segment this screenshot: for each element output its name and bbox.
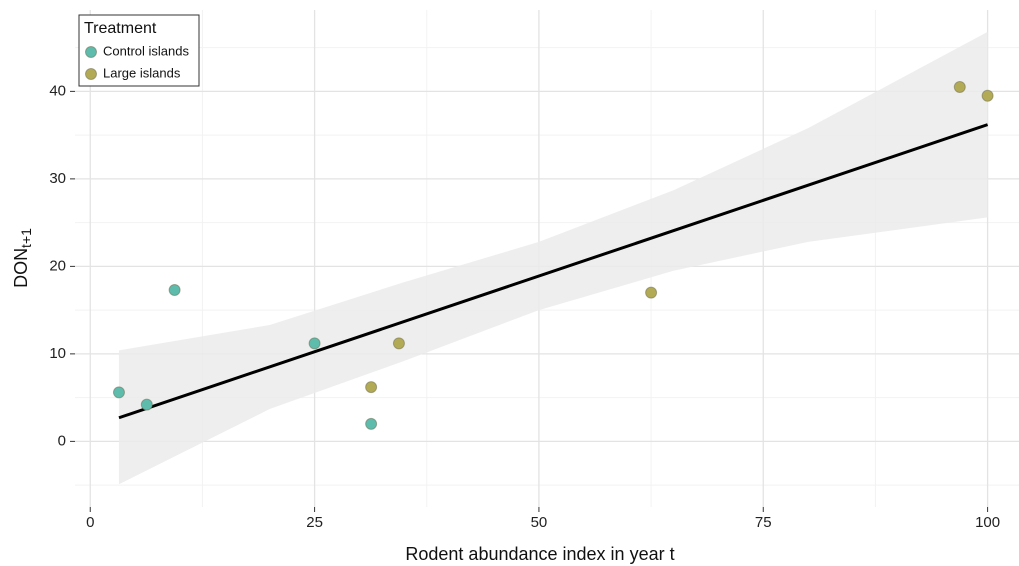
data-point — [645, 286, 658, 299]
legend-swatch — [85, 46, 97, 58]
y-axis-title: DONt+1 — [11, 228, 34, 288]
data-point — [365, 417, 378, 430]
data-point — [112, 386, 125, 399]
data-point — [168, 284, 181, 296]
y-axis-title-main: DON — [11, 248, 31, 288]
legend-swatch — [85, 68, 97, 80]
data-point — [140, 398, 153, 411]
data-point — [392, 337, 405, 350]
y-tick-label: 40 — [49, 82, 66, 99]
y-tick-label: 30 — [49, 170, 66, 187]
confidence-band — [118, 31, 988, 485]
data-point — [981, 89, 994, 102]
y-axis-title-subscript: t+1 — [18, 228, 34, 248]
x-tick-label: 50 — [531, 514, 548, 531]
legend-box — [78, 14, 200, 87]
x-tick-label: 0 — [86, 514, 94, 531]
y-tick-label: 20 — [49, 257, 66, 274]
y-tick-label: 10 — [49, 345, 66, 362]
y-tick-label: 0 — [58, 432, 66, 449]
legend-label: Control islands — [103, 43, 189, 58]
x-axis-title: Rodent abundance index in year t — [405, 544, 674, 564]
data-point — [365, 381, 378, 394]
x-tick-label: 25 — [306, 514, 323, 531]
x-tick-label: 75 — [755, 514, 772, 531]
x-tick-label: 100 — [975, 514, 1000, 531]
legend-label: Large islands — [103, 65, 181, 80]
fit-line — [118, 123, 989, 420]
legend-title: Treatment — [84, 20, 157, 37]
data-point — [953, 81, 966, 93]
data-point — [308, 337, 321, 350]
